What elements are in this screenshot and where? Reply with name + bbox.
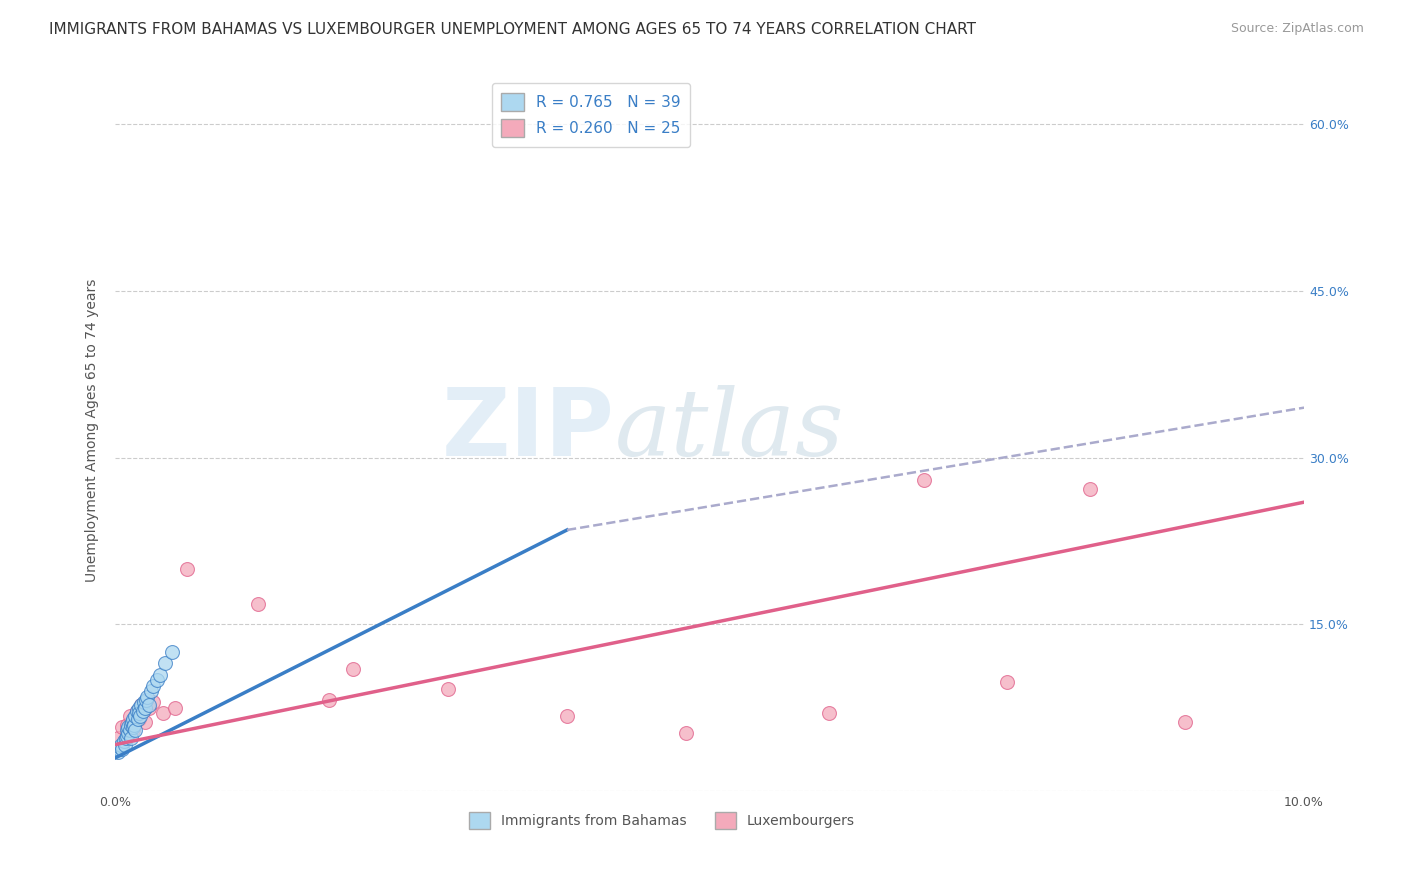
Point bbox=[115, 723, 138, 738]
Point bbox=[129, 708, 152, 723]
Point bbox=[152, 706, 174, 721]
Text: ZIP: ZIP bbox=[441, 384, 614, 476]
Point bbox=[128, 701, 150, 715]
Text: atlas: atlas bbox=[614, 384, 844, 475]
Point bbox=[153, 657, 176, 671]
Point bbox=[120, 717, 142, 731]
Point bbox=[115, 729, 138, 743]
Point bbox=[128, 712, 150, 726]
Point bbox=[142, 679, 165, 693]
Point bbox=[107, 745, 129, 759]
Point bbox=[555, 708, 578, 723]
Point bbox=[146, 673, 169, 687]
Point bbox=[176, 562, 198, 576]
Point bbox=[124, 723, 146, 738]
Point bbox=[111, 742, 134, 756]
Text: Source: ZipAtlas.com: Source: ZipAtlas.com bbox=[1230, 22, 1364, 36]
Point bbox=[138, 701, 160, 715]
Point bbox=[138, 698, 160, 712]
Point bbox=[136, 690, 159, 704]
Legend: Immigrants from Bahamas, Luxembourgers: Immigrants from Bahamas, Luxembourgers bbox=[464, 807, 860, 835]
Point bbox=[675, 726, 697, 740]
Point bbox=[1078, 482, 1101, 496]
Point bbox=[125, 704, 148, 718]
Point bbox=[111, 720, 134, 734]
Point bbox=[128, 706, 150, 721]
Point bbox=[318, 693, 340, 707]
Point bbox=[124, 708, 146, 723]
Point bbox=[125, 704, 148, 718]
Point bbox=[108, 742, 131, 756]
Point bbox=[135, 693, 157, 707]
Point bbox=[342, 662, 364, 676]
Point bbox=[110, 738, 132, 752]
Point bbox=[120, 731, 142, 745]
Point bbox=[118, 723, 141, 738]
Point bbox=[912, 473, 935, 487]
Point bbox=[115, 717, 138, 731]
Point bbox=[149, 667, 172, 681]
Point bbox=[131, 698, 153, 712]
Point bbox=[139, 684, 162, 698]
Point bbox=[118, 708, 141, 723]
Point bbox=[121, 715, 143, 730]
Point bbox=[246, 598, 269, 612]
Point bbox=[122, 712, 145, 726]
Point bbox=[122, 720, 145, 734]
Point bbox=[162, 645, 184, 659]
Point bbox=[107, 731, 129, 745]
Point bbox=[117, 720, 139, 734]
Point bbox=[112, 734, 135, 748]
Point bbox=[437, 681, 460, 696]
Point bbox=[1174, 715, 1197, 730]
Point bbox=[108, 739, 131, 754]
Point bbox=[132, 695, 155, 709]
Point bbox=[115, 731, 138, 745]
Point bbox=[817, 706, 839, 721]
Point bbox=[124, 717, 146, 731]
Point bbox=[134, 701, 156, 715]
Point bbox=[142, 695, 165, 709]
Point bbox=[995, 675, 1018, 690]
Point bbox=[117, 726, 139, 740]
Point bbox=[127, 712, 149, 726]
Point bbox=[134, 715, 156, 730]
Point bbox=[131, 698, 153, 712]
Point bbox=[122, 723, 145, 738]
Point bbox=[114, 738, 136, 752]
Point bbox=[163, 701, 186, 715]
Text: IMMIGRANTS FROM BAHAMAS VS LUXEMBOURGER UNEMPLOYMENT AMONG AGES 65 TO 74 YEARS C: IMMIGRANTS FROM BAHAMAS VS LUXEMBOURGER … bbox=[49, 22, 976, 37]
Point bbox=[131, 704, 153, 718]
Y-axis label: Unemployment Among Ages 65 to 74 years: Unemployment Among Ages 65 to 74 years bbox=[86, 278, 100, 582]
